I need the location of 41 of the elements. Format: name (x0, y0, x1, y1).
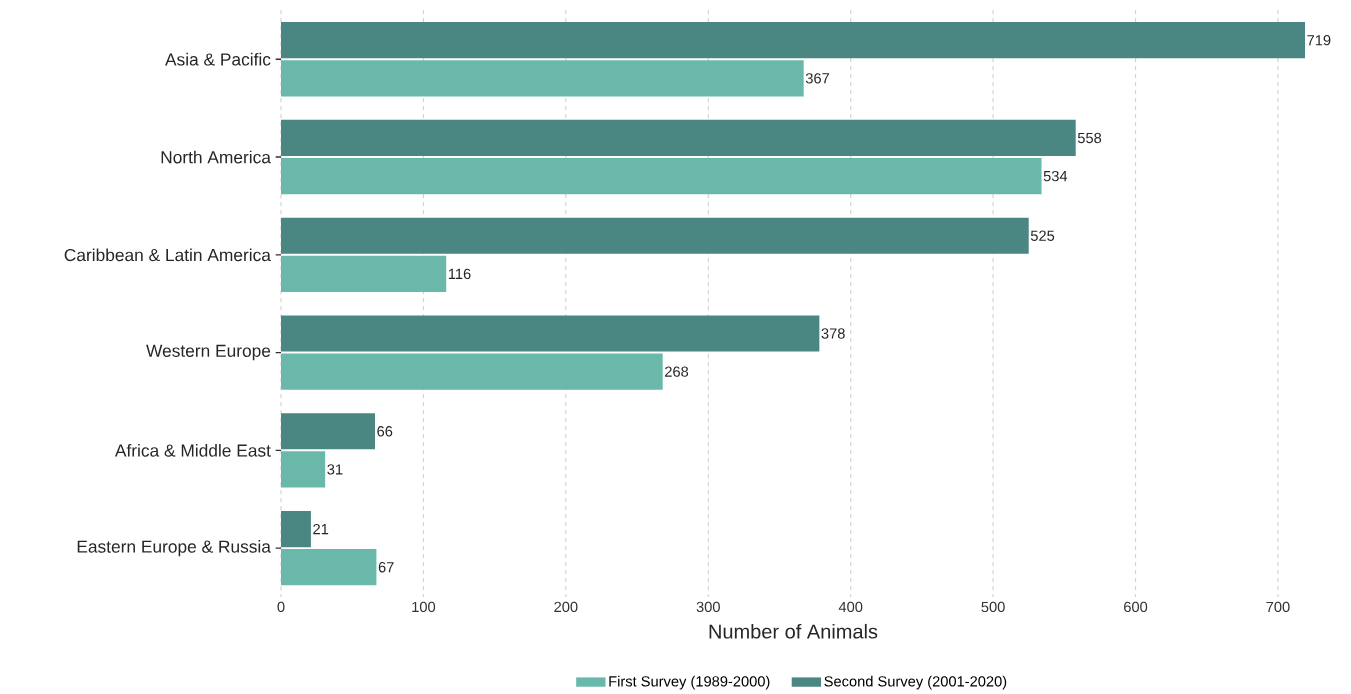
bar (281, 413, 376, 450)
data-label: 116 (448, 268, 471, 280)
bar (281, 157, 1042, 195)
data-label: 31 (327, 464, 343, 475)
data-label: 719 (1307, 34, 1331, 46)
y-tick-label: Western Europe (146, 344, 271, 361)
y-tick-label: Eastern Europe & Russia (77, 540, 271, 557)
bar (281, 510, 311, 548)
y-tick-label: North America (161, 150, 271, 164)
x-tick-label: 200 (554, 601, 578, 613)
y-tick-label: Africa & Middle East (114, 443, 271, 457)
x-tick-label: 700 (1266, 601, 1290, 613)
x-axis-title: Number of Animals (709, 623, 878, 639)
y-tick-label: Asia & Pacific (165, 52, 271, 66)
bar (281, 60, 804, 97)
x-tick-label: 400 (838, 601, 863, 613)
bar (281, 315, 820, 352)
data-label: 268 (665, 366, 689, 377)
x-tick-label: 600 (1124, 601, 1148, 613)
bar (281, 353, 663, 390)
x-tick-label: 0 (277, 601, 285, 613)
bar (281, 22, 1306, 59)
data-label: 367 (805, 73, 830, 84)
x-tick-label: 100 (412, 601, 436, 613)
data-label: 378 (821, 328, 845, 339)
legend-label: Second Survey (2001-2020) (824, 675, 1007, 690)
data-label: 534 (1043, 170, 1068, 182)
bar (281, 451, 326, 488)
bar (281, 217, 1029, 254)
data-label: 67 (378, 562, 394, 573)
data-label: 66 (377, 426, 393, 437)
legend-label: First Survey (1989-2000) (609, 675, 770, 690)
x-tick-label: 300 (696, 601, 720, 613)
bar (281, 549, 377, 586)
bar (281, 119, 1076, 157)
data-label: 21 (313, 523, 329, 535)
bar (281, 255, 447, 292)
data-label: 558 (1077, 132, 1102, 144)
data-label: 525 (1030, 230, 1055, 241)
y-tick-label: Caribbean & Latin America (64, 248, 271, 262)
x-tick-label: 500 (981, 601, 1005, 613)
